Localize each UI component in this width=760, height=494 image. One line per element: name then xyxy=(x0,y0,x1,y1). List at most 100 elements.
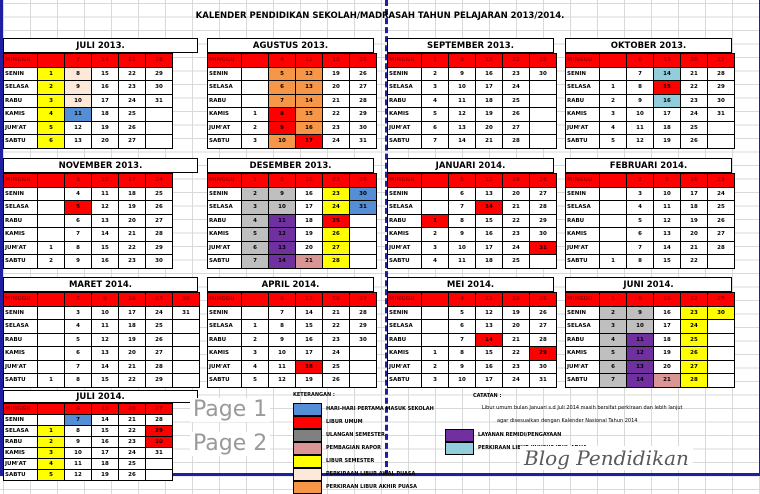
date-cell: 7 xyxy=(448,200,476,215)
month-calendar: NOVEMBER 2013. MINGGU 3 10 17 24 SENIN 4 11 18 25 S… xyxy=(3,158,198,269)
date-cell: 1 xyxy=(421,53,449,68)
date-cell: 13 xyxy=(64,134,92,149)
date-cell: 3 xyxy=(421,373,449,388)
day-label: SABTU xyxy=(207,373,242,388)
date-cell: 6 xyxy=(268,80,296,95)
month-calendar: JULI 2014. MINGGU 6 13 20 27 SENIN 7 14 21 28 SELAS… xyxy=(3,390,198,481)
day-label: MINGGU xyxy=(387,173,422,188)
day-label: JUM'AT xyxy=(3,120,38,135)
date-cell: 21 xyxy=(653,373,681,388)
date-cell: 30 xyxy=(529,227,557,242)
weekday-row: JUM'AT 1 8 15 22 29 xyxy=(3,240,173,255)
date-cell xyxy=(421,305,449,320)
date-cell: 12 xyxy=(91,200,119,215)
date-cell: 23 xyxy=(707,173,735,188)
date-cell xyxy=(37,346,65,361)
month-title: OKTOBER 2013. xyxy=(565,38,732,53)
date-cell: 21 xyxy=(295,254,323,269)
date-cell xyxy=(421,292,449,307)
day-label: SABTU xyxy=(207,254,242,269)
legend-item: PERKIRAAN LIBUR AKHIR PUASA xyxy=(293,480,417,494)
watermark: Blog Pendidikan xyxy=(520,446,693,470)
date-cell: 9 xyxy=(448,359,476,374)
date-cell xyxy=(529,93,557,108)
date-cell: 23 xyxy=(322,332,350,347)
date-cell: 2 xyxy=(421,359,449,374)
date-cell: 21 xyxy=(502,200,530,215)
date-cell: 25 xyxy=(502,254,530,269)
day-label: KAMIS xyxy=(207,346,242,361)
date-cell: 18 xyxy=(653,332,681,347)
date-cell xyxy=(349,373,377,388)
date-cell: 8 xyxy=(64,240,92,255)
date-cell: 4 xyxy=(37,458,65,470)
legend-item: PERKIRAAN LIBUR AWAL PUASA xyxy=(293,467,415,481)
date-cell: 11 xyxy=(448,93,476,108)
date-cell: 4 xyxy=(268,53,296,68)
date-cell: 9 xyxy=(626,305,654,320)
date-cell: 26 xyxy=(680,134,708,149)
date-cell xyxy=(599,66,627,81)
date-cell: 21 xyxy=(680,66,708,81)
date-cell: 20 xyxy=(653,359,681,374)
date-cell: 1 xyxy=(599,292,627,307)
date-cell: 4 xyxy=(64,319,92,334)
weekday-row: SELASA 1 8 15 22 29 xyxy=(565,80,735,95)
weekday-row: KAMIS 3 10 17 24 xyxy=(207,346,377,361)
date-cell: 1 xyxy=(37,240,65,255)
date-cell: 4 xyxy=(421,93,449,108)
weekday-row: JUM'AT 4 11 18 25 xyxy=(207,359,377,374)
date-cell: 21 xyxy=(118,359,146,374)
date-cell: 11 xyxy=(448,254,476,269)
day-label: JUM'AT xyxy=(3,240,38,255)
date-cell xyxy=(707,332,735,347)
day-label: KAMIS xyxy=(387,346,422,361)
sunday-row: MINGGU 7 14 21 28 xyxy=(3,53,173,68)
date-cell xyxy=(241,80,269,95)
date-cell: 6 xyxy=(64,213,92,228)
date-cell: 4 xyxy=(599,332,627,347)
day-label: SABTU xyxy=(565,134,600,149)
date-cell: 20 xyxy=(91,134,119,149)
weekday-row: SENIN 5 12 19 26 xyxy=(387,305,557,320)
day-label: SENIN xyxy=(565,186,600,201)
day-label: MINGGU xyxy=(565,53,600,68)
date-cell xyxy=(707,373,735,388)
day-label: RABU xyxy=(387,332,422,347)
date-cell: 30 xyxy=(349,332,377,347)
date-cell: 28 xyxy=(322,254,350,269)
legend-label: PERKIRAAN LIBUR AKHIR PUASA xyxy=(326,484,417,490)
date-cell xyxy=(421,319,449,334)
date-cell xyxy=(421,332,449,347)
date-cell: 25 xyxy=(118,458,146,470)
date-cell: 12 xyxy=(91,332,119,347)
date-cell: 30 xyxy=(707,305,735,320)
weekday-row: SELASA 3 10 17 24 31 xyxy=(207,200,377,215)
date-cell: 2 xyxy=(421,227,449,242)
date-cell: 27 xyxy=(502,120,530,135)
date-cell: 8 xyxy=(64,66,92,81)
sunday-row: MINGGU 1 8 15 22 29 xyxy=(387,53,557,68)
date-cell: 2 xyxy=(599,93,627,108)
weekday-row: SABTU 2 9 16 23 30 xyxy=(3,254,173,269)
date-cell xyxy=(37,332,65,347)
date-cell xyxy=(37,305,65,320)
weekday-row: KAMIS 1 8 15 22 29 xyxy=(387,346,557,361)
date-cell: 15 xyxy=(91,425,119,437)
date-cell: 5 xyxy=(448,305,476,320)
date-cell: 6 xyxy=(421,120,449,135)
date-cell: 7 xyxy=(64,53,92,68)
weekday-row: SABTU 7 14 21 28 xyxy=(565,373,735,388)
weekday-row: JUM'AT 6 13 20 27 xyxy=(565,359,735,374)
day-label: SELASA xyxy=(207,80,242,95)
date-cell: 7 xyxy=(64,227,92,242)
date-cell: 30 xyxy=(349,120,377,135)
legend-label: ULANGAN SEMESTER xyxy=(326,432,385,438)
day-label: KAMIS xyxy=(3,227,38,242)
date-cell: 30 xyxy=(145,80,173,95)
date-cell: 26 xyxy=(680,346,708,361)
date-cell: 15 xyxy=(475,346,503,361)
date-cell: 21 xyxy=(322,305,350,320)
date-cell: 8 xyxy=(448,53,476,68)
month-title: JANUARI 2014. xyxy=(387,158,554,173)
